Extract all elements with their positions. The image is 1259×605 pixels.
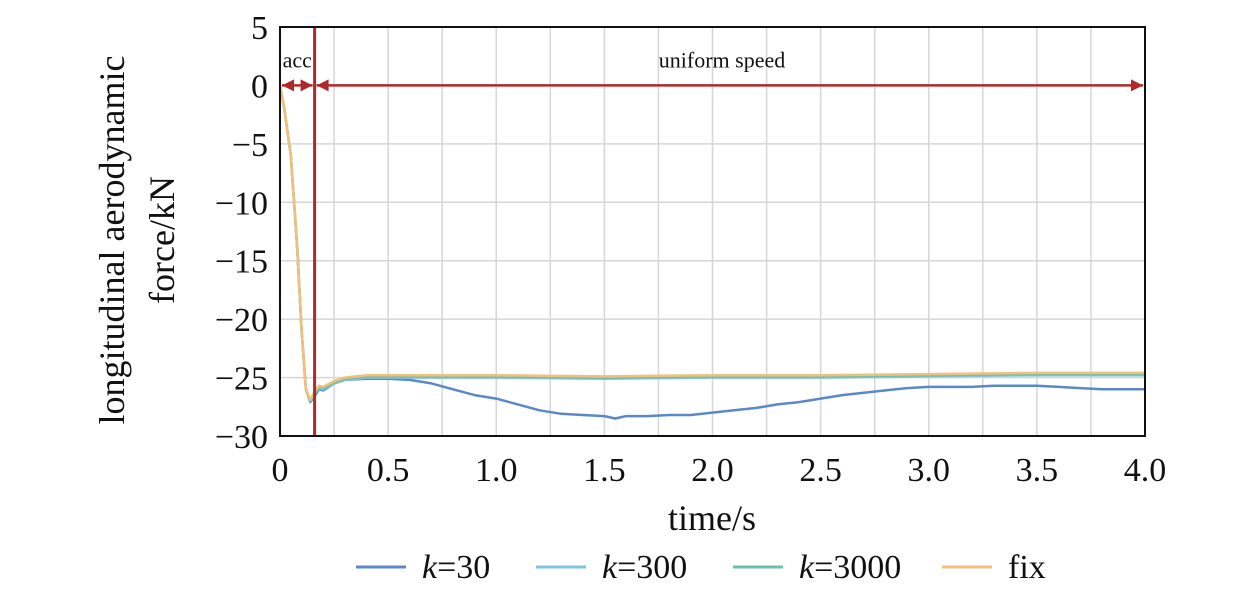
acc-label: acc [283, 47, 313, 72]
uniform-arrowhead-right [1131, 79, 1143, 92]
series-line-fix [278, 85, 1145, 402]
y-tick-label: −30 [215, 419, 268, 456]
legend-label: k=30 [422, 549, 490, 586]
acc-arrowhead-right [300, 79, 313, 92]
y-tick-label: −5 [232, 127, 268, 164]
x-tick-label: 2.0 [691, 452, 734, 489]
x-tick-label: 1.5 [583, 452, 626, 489]
y-tick-label: −10 [215, 185, 268, 222]
y-tick-label: 5 [251, 10, 268, 47]
x-tick-label: 1.0 [475, 452, 518, 489]
legend: k=30 k=300 k=3000 fix [356, 549, 1046, 586]
y-tick-label: 0 [251, 68, 268, 105]
legend-label: k=3000 [799, 549, 901, 586]
y-axis-title-line-2: force/kN [142, 176, 182, 304]
x-tick-label: 2.5 [799, 452, 842, 489]
x-tick-label: 4.0 [1124, 452, 1167, 489]
x-tick-label: 3.5 [1016, 452, 1059, 489]
x-tick-label: 0 [272, 452, 289, 489]
legend-label: fix [1008, 549, 1046, 586]
y-axis-title-line-1: longitudinal aerodynamic [92, 56, 132, 425]
acc-arrowhead-left [282, 79, 294, 92]
uniform-speed-label: uniform speed [659, 47, 785, 72]
y-tick-label: −15 [215, 244, 268, 281]
annotation-layer: acc uniform speed [282, 27, 1143, 436]
uniform-arrowhead-left [316, 79, 329, 92]
y-tick-label: −25 [215, 361, 268, 398]
legend-label: k=300 [602, 549, 687, 586]
plot-frame [279, 26, 1146, 437]
tick-layer: 0 0.5 1.0 1.5 2.0 2.5 3.0 3.5 4.0 5 0 −5 −10 −15 −20 −2… [215, 10, 1166, 489]
x-tick-label: 0.5 [367, 452, 410, 489]
y-tick-label: −20 [215, 302, 268, 339]
x-tick-label: 3.0 [908, 452, 951, 489]
x-axis-title: time/s [668, 498, 756, 538]
series-layer [278, 85, 1145, 420]
